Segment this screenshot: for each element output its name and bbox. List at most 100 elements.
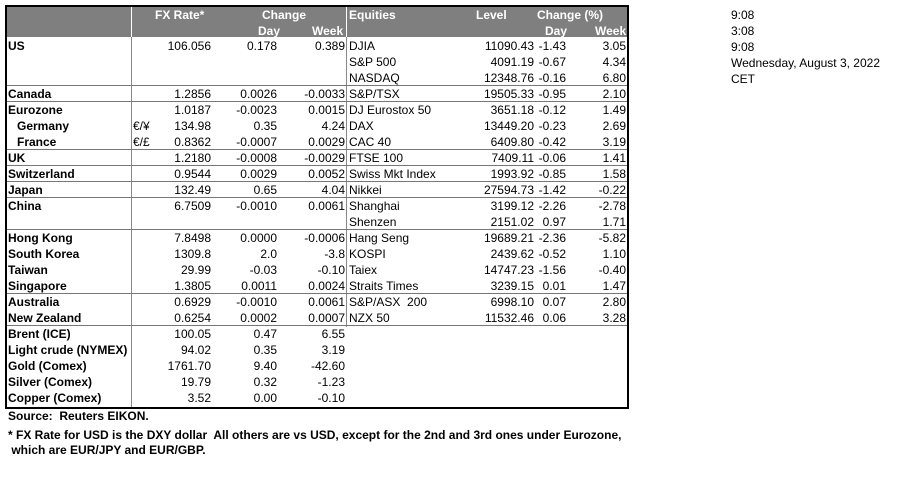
row-name: Silver (Comex) [8, 375, 93, 389]
fx-week: 3.19 [321, 343, 345, 357]
equity-week: 1.58 [602, 167, 626, 181]
equity-name: S&P 500 [349, 55, 397, 69]
fx-week: -42.60 [310, 359, 345, 373]
fx-rate: 3.52 [187, 391, 211, 405]
equity-name: DAX [349, 119, 374, 133]
equity-level: 27594.73 [483, 183, 534, 197]
equity-level: 12348.76 [483, 71, 534, 85]
equity-level: 6409.80 [490, 135, 534, 149]
header-cell: Week [312, 24, 344, 38]
equity-week: 1.10 [602, 247, 626, 261]
equity-day: -0.23 [538, 119, 566, 133]
fx-rate: 106.056 [167, 39, 211, 53]
fx-week: 4.24 [321, 119, 345, 133]
fx-week: -1.23 [317, 375, 345, 389]
header-divider [131, 7, 132, 37]
equity-name: Nikkei [349, 183, 382, 197]
equity-day: 0.06 [542, 311, 566, 325]
row-name: Copper (Comex) [8, 391, 102, 405]
equity-week: -0.22 [598, 183, 626, 197]
equity-day: 0.01 [542, 279, 566, 293]
row-divider [7, 229, 627, 230]
fx-day: 0.32 [253, 375, 277, 389]
equity-day: -1.42 [538, 183, 566, 197]
fx-day: 9.40 [253, 359, 277, 373]
equity-week: 1.47 [602, 279, 626, 293]
header-cell: FX Rate* [155, 8, 205, 22]
equity-level: 11090.43 [484, 39, 534, 53]
fx-rate: 134.98 [174, 119, 211, 133]
row-name: Taiwan [8, 263, 48, 277]
equity-day: -2.26 [538, 199, 566, 213]
row-divider [7, 101, 627, 102]
header-divider [346, 7, 347, 37]
equity-name: DJIA [349, 39, 376, 53]
row-name: China [8, 199, 42, 213]
equity-day: -0.95 [538, 87, 566, 101]
fx-week: 0.0061 [308, 295, 345, 309]
equity-day: -0.06 [538, 151, 566, 165]
fx-day: 0.0011 [241, 279, 277, 293]
side-info: 9:08 [731, 40, 755, 54]
equity-week: 3.28 [602, 311, 626, 325]
column-divider [131, 37, 132, 407]
fx-day: 0.00 [253, 391, 277, 405]
fx-week: 4.04 [321, 183, 345, 197]
fx-day: 0.47 [253, 327, 277, 341]
fx-day: -0.0010 [236, 295, 277, 309]
fx-rate: 1761.70 [167, 359, 211, 373]
equity-name: S&P/ASX 200 [349, 295, 428, 309]
row-divider [346, 325, 627, 326]
row-divider [7, 197, 627, 198]
header-bg [7, 7, 627, 37]
fx-day: 0.0002 [240, 311, 277, 325]
equity-name: Swiss Mkt Index [349, 167, 436, 181]
table-frame [5, 5, 629, 409]
fx-rate: 132.49 [174, 183, 211, 197]
equity-level: 4091.19 [490, 55, 534, 69]
header-cell: Change [262, 8, 307, 22]
equity-day: -1.56 [538, 263, 566, 277]
row-divider [7, 325, 347, 326]
row-name: Australia [8, 295, 60, 309]
equity-week: 1.41 [602, 151, 626, 165]
equity-name: S&P/TSX [349, 87, 400, 101]
fx-rate: 0.6254 [174, 311, 211, 325]
header-cell: Change (%) [537, 8, 603, 22]
fx-week: 0.0052 [308, 167, 345, 181]
equity-day: -0.67 [538, 55, 566, 69]
equity-name: KOSPI [349, 247, 386, 261]
equity-week: 2.69 [602, 119, 626, 133]
equity-week: 2.80 [602, 295, 626, 309]
fx-rate: 6.7509 [174, 199, 211, 213]
row-name: South Korea [8, 247, 80, 261]
equity-name: Hang Seng [349, 231, 410, 245]
equity-week: -2.78 [598, 199, 626, 213]
equity-level: 6998.10 [490, 295, 534, 309]
equity-week: -0.40 [598, 263, 626, 277]
footer-note: which are EUR/JPY and EUR/GBP. [8, 443, 206, 457]
fx-rate: 1.0187 [174, 103, 211, 117]
equity-level: 19689.21 [483, 231, 534, 245]
equity-name: Shenzen [349, 215, 397, 229]
row-divider [7, 293, 627, 294]
equity-day: 0.07 [542, 295, 566, 309]
equity-day: -0.16 [538, 71, 566, 85]
row-divider [7, 181, 627, 182]
equity-level: 14747.23 [483, 263, 534, 277]
fx-week: -0.10 [317, 263, 345, 277]
fx-week: 0.0029 [308, 135, 345, 149]
fx-week: -0.0029 [304, 151, 345, 165]
header-cell: Level [476, 8, 507, 22]
equity-level: 7409.11 [491, 151, 535, 165]
fx-week: -3.8 [324, 247, 345, 261]
equity-week: 3.05 [602, 39, 626, 53]
row-unit: €/£ [133, 135, 150, 149]
equity-week: 6.80 [602, 71, 626, 85]
row-name: Brent (ICE) [8, 327, 71, 341]
equity-level: 3199.12 [490, 199, 534, 213]
side-info: Wednesday, August 3, 2022 [731, 56, 880, 70]
header-cell: Equities [349, 8, 396, 22]
equity-day: -0.42 [538, 135, 566, 149]
